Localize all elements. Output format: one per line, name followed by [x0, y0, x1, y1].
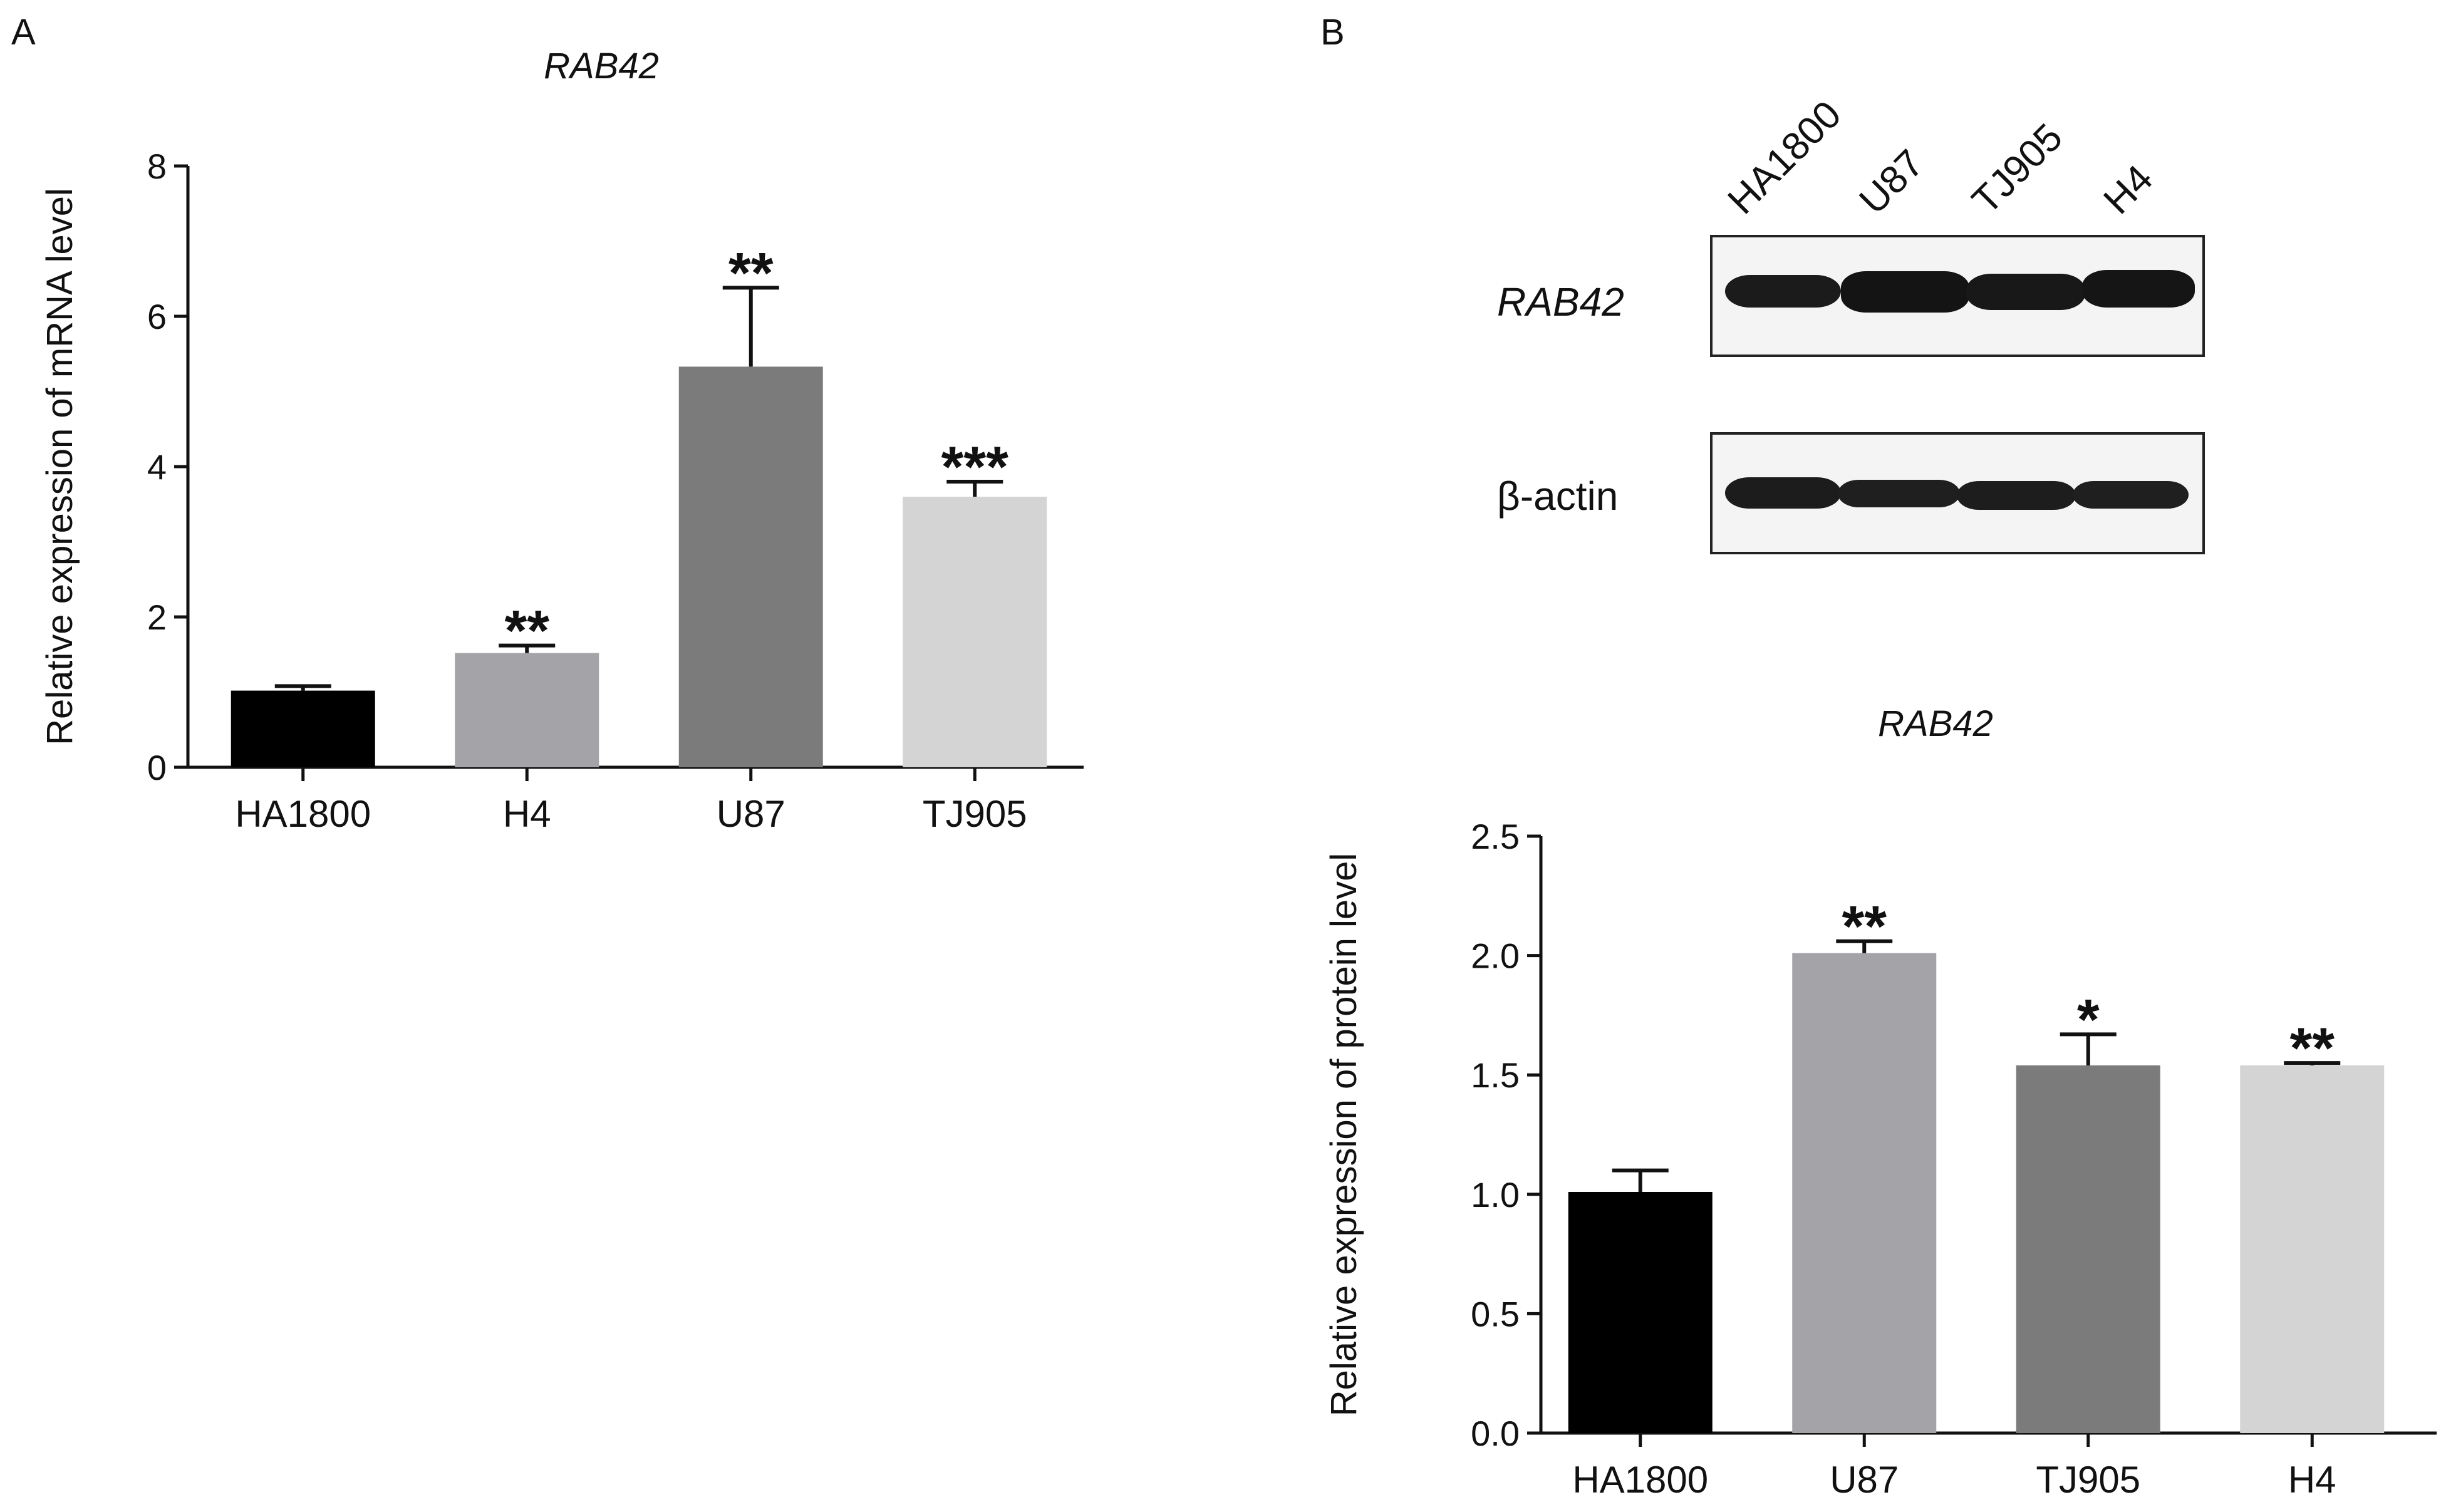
protein-bar-chart: RAB42 Relative expression of protein leve…	[1324, 703, 2437, 1501]
chart-title: RAB42	[544, 46, 659, 86]
blot-band	[1838, 480, 1960, 507]
blot-lane-label: TJ905	[1964, 115, 2071, 223]
x-tick-label: TJ905	[2036, 1459, 2140, 1501]
mrna-bar-chart: RAB42 Relative expression of mRNA level 0 2…	[39, 46, 1084, 835]
bar	[2016, 1065, 2160, 1433]
blot-image-beta-actin	[1710, 432, 2205, 554]
bar	[231, 690, 375, 767]
y-tick-label: 1.0	[1471, 1175, 1520, 1214]
blot-row-label-rab42: RAB42	[1497, 279, 1624, 324]
significance-marker: *	[2077, 988, 2100, 1052]
blot-lane-label: HA1800	[1719, 93, 1850, 223]
y-tick-label: 0	[147, 748, 167, 787]
bar	[903, 497, 1047, 767]
significance-marker: **	[1842, 895, 1887, 959]
y-tick-label: 2.0	[1471, 936, 1520, 976]
blot-band	[1725, 477, 1841, 509]
significance-marker: **	[504, 599, 549, 663]
blot-lane-label: U87	[1851, 142, 1932, 223]
blot-band	[2073, 481, 2189, 509]
panel-letter-b: B	[1320, 12, 1345, 53]
y-tick-label: 1.5	[1471, 1055, 1520, 1095]
blot-image-rab42	[1710, 235, 2205, 357]
bar	[455, 653, 599, 767]
bar	[1792, 953, 1937, 1433]
y-axis-label: Relative expression of protein level	[1324, 853, 1364, 1416]
bar	[2240, 1065, 2385, 1433]
bar	[678, 366, 823, 767]
blot-row-label-beta-actin: β-actin	[1497, 474, 1619, 519]
y-tick-label: 0.0	[1471, 1414, 1520, 1453]
bar	[1568, 1191, 1713, 1433]
x-tick-label: H4	[503, 793, 551, 835]
x-tick-label: TJ905	[923, 793, 1027, 835]
y-tick-label: 8	[147, 147, 167, 186]
blot-band	[1966, 274, 2085, 310]
x-tick-label: U87	[717, 793, 785, 835]
y-tick-label: 4	[147, 447, 167, 487]
blot-band	[2082, 270, 2195, 308]
y-tick-label: 2	[147, 598, 167, 637]
panel-letter-a: A	[11, 12, 36, 53]
y-tick-label: 6	[147, 297, 167, 336]
y-tick-label: 0.5	[1471, 1294, 1520, 1333]
blot-band	[1957, 481, 2076, 510]
x-tick-label: HA1800	[1572, 1459, 1708, 1501]
blot-band	[1725, 275, 1841, 308]
blot-band	[1841, 271, 1969, 313]
y-tick-label: 2.5	[1471, 817, 1520, 856]
y-axis-label: Relative expression of mRNA level	[39, 188, 80, 745]
x-tick-label: U87	[1830, 1459, 1899, 1501]
significance-marker: **	[2289, 1017, 2335, 1080]
x-tick-label: HA1800	[235, 793, 371, 835]
blot-lane-label: H4	[2095, 157, 2162, 223]
significance-marker: ***	[941, 435, 1009, 499]
significance-marker: **	[728, 241, 774, 305]
chart-title: RAB42	[1878, 703, 1993, 744]
x-tick-label: H4	[2288, 1459, 2336, 1501]
